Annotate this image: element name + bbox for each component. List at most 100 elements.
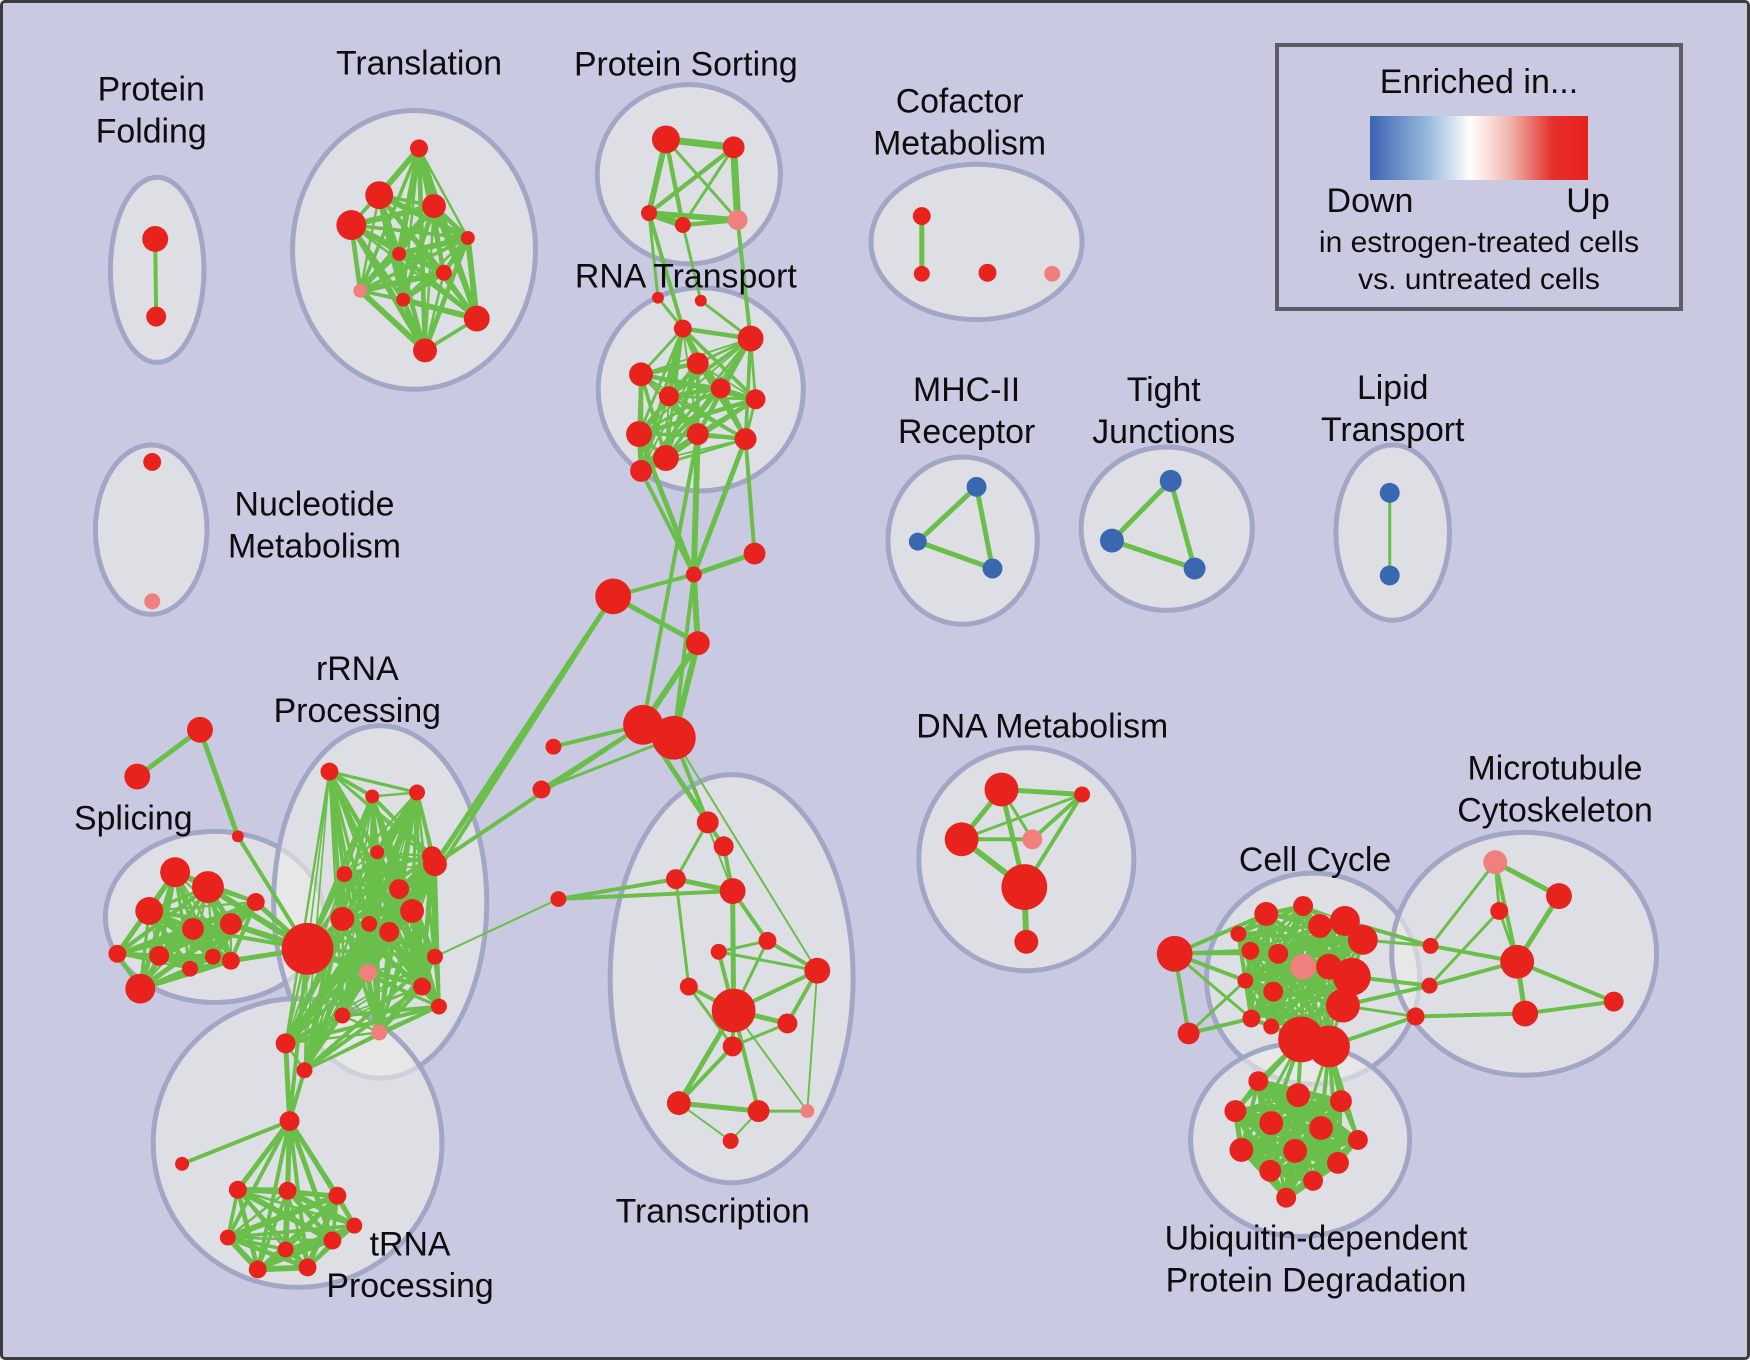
transcription-node-2 [665, 869, 686, 890]
cofactor-metabolism-label-line-2: Metabolism [873, 124, 1046, 162]
cofactor-metabolism-label: Cofactor Metabolism [873, 83, 1046, 163]
nucleotide-metabolism-label-line-1: Nucleotide [235, 486, 395, 524]
satellites-node-13 [1422, 937, 1439, 954]
tight-junctions-edge [1110, 479, 1173, 543]
rrna-processing-node-20 [296, 1062, 313, 1079]
rrna-processing-label-line-2: Processing [274, 692, 441, 730]
rna-transport-node-7 [626, 421, 652, 448]
splicing-node-11 [204, 948, 221, 965]
splicing-node-6 [149, 945, 170, 966]
translation-edge [359, 269, 445, 294]
satellites-edge [181, 1119, 291, 1166]
trna-processing-edge [304, 1194, 341, 1269]
ubiquitin-degradation-node-12 [1276, 1187, 1297, 1208]
dna-metabolism-node-0 [984, 772, 1019, 807]
microtubule-cytoskeleton-edge [1524, 999, 1614, 1016]
satellites-node-2 [231, 830, 244, 843]
translation-edge [358, 288, 427, 353]
ubiquitin-degradation-node-6 [1347, 1130, 1368, 1150]
rrna-processing-edge [303, 1014, 344, 1071]
translation-edge [464, 237, 480, 319]
lipid-transport-label-line-2: Transport [1321, 411, 1465, 449]
rrna-processing-edge [302, 918, 345, 1071]
translation-node-4 [460, 230, 475, 245]
link-edge [226, 1120, 292, 1239]
nucleotide-metabolism-node-0 [143, 453, 162, 471]
link-edge [1428, 909, 1501, 987]
satellites-edge [197, 728, 241, 838]
link-edge [743, 438, 757, 554]
rrna-processing-edge [329, 770, 418, 795]
transcription-edge [718, 950, 818, 973]
cofactor-metabolism-group-ellipse [868, 161, 1085, 323]
satellites-node-1 [124, 763, 151, 790]
protein-folding-node-1 [146, 306, 167, 327]
satellites-node-7 [595, 578, 632, 615]
trna-processing-node-7 [298, 1258, 317, 1277]
transcription-edge [677, 1045, 735, 1105]
translation-node-9 [463, 305, 490, 332]
cell-cycle-node-15 [1308, 1025, 1350, 1068]
mhc-ii-receptor-edge [916, 485, 979, 544]
cell-cycle-label: Cell Cycle [1239, 841, 1391, 879]
rna-transport-edge [681, 327, 757, 401]
satellites-node-12 [532, 780, 551, 799]
ubiquitin-degradation-label-line-1: Ubiquitin-dependent [1165, 1219, 1468, 1257]
satellites-node-15 [1406, 1007, 1425, 1026]
translation-edge [351, 223, 469, 240]
rna-transport-edge [637, 328, 685, 435]
splicing-label: Splicing [74, 799, 192, 837]
transcription-node-8 [711, 988, 756, 1033]
rrna-processing-edge [285, 1004, 440, 1046]
rrna-processing-node-7 [423, 852, 447, 877]
cell-cycle-node-16 [1326, 988, 1360, 1023]
dna-metabolism-node-1 [944, 822, 979, 857]
splicing-node-10 [246, 893, 265, 911]
transcription-node-0 [696, 811, 719, 834]
rrna-processing-node-1 [365, 789, 380, 804]
microtubule-cytoskeleton-label-line-2: Cytoskeleton [1457, 791, 1653, 829]
satellites-edge [540, 736, 675, 791]
protein-folding-label-line-2: Folding [96, 112, 207, 150]
microtubule-cytoskeleton-node-2 [1490, 902, 1509, 920]
protein-folding-edge [153, 238, 159, 317]
protein-sorting-node-2 [641, 205, 657, 222]
trna-processing-node-2 [328, 1186, 347, 1205]
rrna-processing-edge [303, 985, 424, 1072]
nucleotide-metabolism-group-ellipse [92, 442, 210, 617]
ubiquitin-degradation-label-line-2: Protein Degradation [1166, 1261, 1467, 1299]
protein-sorting-node-3 [674, 217, 691, 233]
legend-caption-line2: vs. untreated cells [1358, 263, 1600, 296]
rna-transport-node-8 [686, 423, 709, 446]
rrna-processing-node-19 [275, 1033, 296, 1054]
cell-cycle-node-1 [1293, 896, 1314, 916]
rna-transport-edge [638, 397, 757, 437]
cell-cycle-node-13 [1263, 1018, 1280, 1035]
translation-label-line-1: Translation [336, 45, 502, 83]
protein-sorting-edge [730, 147, 742, 221]
rrna-processing-edge [341, 863, 436, 920]
trna-processing-node-4 [277, 1241, 294, 1258]
transcription-edge [687, 985, 734, 1048]
rna-transport-node-1 [737, 325, 764, 352]
cell-cycle-node-10 [1237, 972, 1254, 989]
splicing-node-8 [221, 951, 240, 970]
transcription-edge [558, 889, 733, 902]
tight-junctions-label-line-1: Tight [1127, 371, 1202, 409]
transcription-node-11 [666, 1091, 691, 1116]
trna-processing-node-3 [219, 1229, 236, 1246]
mhc-ii-receptor-node-1 [908, 532, 927, 551]
rna-transport-node-5 [658, 386, 679, 407]
satellites-node-19 [175, 1156, 190, 1171]
tight-junctions-node-0 [1159, 469, 1182, 492]
rna-transport-node-11 [652, 445, 679, 471]
rrna-processing-node-5 [336, 866, 353, 883]
rrna-processing-edge [284, 771, 331, 1044]
translation-node-0 [410, 139, 428, 158]
rrna-processing-edge [285, 985, 423, 1045]
rrna-processing-node-17 [413, 977, 431, 996]
rrna-processing-edge [344, 863, 436, 875]
cell-cycle-node-0 [1254, 902, 1279, 926]
cell-cycle-node-5 [1241, 941, 1260, 960]
dna-metabolism-edge [1030, 793, 1084, 841]
